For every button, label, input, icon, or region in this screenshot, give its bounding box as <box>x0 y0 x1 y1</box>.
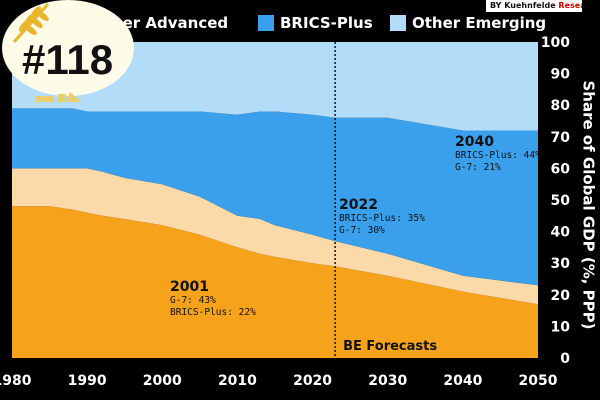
forecast-label: BE Forecasts <box>343 339 437 354</box>
annotation-line: G-7: 30% <box>339 225 385 236</box>
legend-item-brics-plus: BRICS-Plus <box>258 14 373 32</box>
pointer-icon <box>36 92 82 102</box>
y-tick-label: 70 <box>551 130 571 146</box>
annotation-2040: 2040 BRICS-Plus: 44% G-7: 21% <box>455 134 541 174</box>
brand-sub: Research <box>558 1 582 10</box>
x-tick-label: 2000 <box>143 373 182 389</box>
area-other-advanced <box>12 168 538 305</box>
wheat-icon <box>12 2 50 44</box>
brand-logo: BY Kuehnfelde Research <box>486 0 582 12</box>
x-tick-label: 2050 <box>519 373 558 389</box>
annotation-line: G-7: 43% <box>170 295 216 306</box>
x-tick-label: 1990 <box>68 373 107 389</box>
x-axis-ticks: 1980 1990 2000 2010 2020 2030 2040 2050 <box>0 373 558 389</box>
annotation-2022: 2022 BRICS-Plus: 35% G-7: 30% <box>339 197 425 237</box>
stacked-areas <box>12 42 538 358</box>
y-axis-label: Share of Global GDP (%, PPP) <box>580 80 598 329</box>
y-axis-ticks: 0 10 20 30 40 50 60 70 80 90 100 <box>541 35 570 367</box>
y-tick-label: 100 <box>541 35 570 51</box>
y-tick-label: 60 <box>551 161 571 177</box>
y-tick-label: 80 <box>551 98 571 114</box>
annotation-line: BRICS-Plus: 35% <box>339 213 425 224</box>
area-brics-plus <box>12 108 538 286</box>
forecast-divider: BE Forecasts <box>334 42 437 358</box>
x-tick-label: 2040 <box>443 373 482 389</box>
issue-badge: #118 <box>2 0 134 102</box>
legend-item-other-emerging: Other Emerging <box>390 14 546 32</box>
y-axis-title: Share of Global GDP (%, PPP) <box>580 80 598 329</box>
y-tick-label: 50 <box>551 193 571 209</box>
annotation-year: 2040 <box>455 134 494 150</box>
y-tick-label: 40 <box>551 225 571 241</box>
x-tick-label: 2020 <box>293 373 332 389</box>
annotation-2001: 2001 G-7: 43% BRICS-Plus: 22% <box>170 279 256 319</box>
legend-label: Other Emerging <box>412 14 547 32</box>
annotation-year: 2022 <box>339 197 378 213</box>
annotation-line: BRICS-Plus: 22% <box>170 307 256 318</box>
x-tick-label: 2030 <box>368 373 407 389</box>
legend-swatch <box>258 15 274 31</box>
badge-number: #118 <box>22 36 113 83</box>
legend-label: BRICS-Plus <box>280 14 373 32</box>
annotation-year: 2001 <box>170 279 209 295</box>
x-tick-label: 2010 <box>218 373 257 389</box>
annotation-line: BRICS-Plus: 44% <box>455 150 541 161</box>
y-tick-label: 30 <box>551 256 571 272</box>
area-g-7 <box>12 206 538 358</box>
x-tick-label: 1980 <box>0 373 32 389</box>
y-tick-label: 20 <box>551 288 571 304</box>
annotation-line: G-7: 21% <box>455 162 501 173</box>
y-tick-label: 0 <box>560 351 570 367</box>
area-other-emerging <box>12 42 538 131</box>
y-tick-label: 90 <box>551 67 571 83</box>
legend-swatch <box>390 15 406 31</box>
brand-name: Kuehnfelde <box>504 1 556 10</box>
brand-by: BY <box>490 1 502 10</box>
y-tick-label: 10 <box>551 319 571 335</box>
